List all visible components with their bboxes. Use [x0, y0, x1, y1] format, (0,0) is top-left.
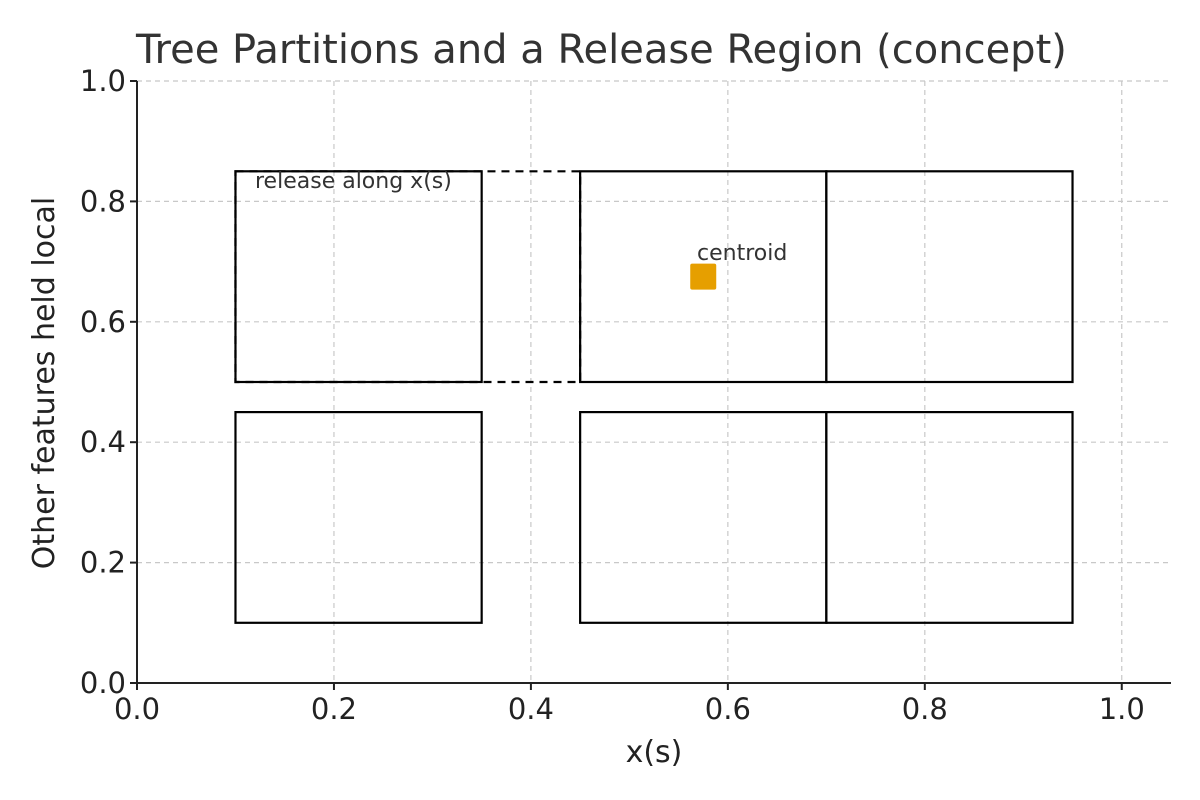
partition-rect — [825, 170, 1074, 384]
x-axis-label: x(s) — [626, 735, 683, 770]
y-axis-label: Other features held local — [27, 197, 62, 569]
release-region-rect — [234, 170, 582, 384]
y-tick-label: 0.4 — [80, 425, 126, 459]
shape-layer — [234, 170, 1074, 624]
y-tick-label: 0.0 — [80, 666, 126, 700]
axes-layer — [136, 81, 1171, 684]
partition-rect — [825, 411, 1074, 624]
y-tick-label: 0.8 — [80, 184, 126, 218]
centroid-label: centroid — [697, 241, 787, 266]
chart-title: Tree Partitions and a Release Region (co… — [135, 27, 1067, 73]
tick-layer: 0.0 0.2 0.4 0.6 0.8 1.0 0.0 0.2 0.4 0.6 0.8 1.0 — [80, 64, 1145, 726]
centroid-marker — [690, 263, 717, 290]
y-tick-label: 1.0 — [80, 64, 126, 98]
y-tick-label: 0.2 — [80, 546, 126, 580]
partition-rect — [234, 170, 483, 384]
partition-rect — [234, 411, 483, 624]
x-tick-label: 1.0 — [1099, 692, 1145, 726]
partition-rect — [579, 411, 828, 624]
x-tick-label: 0.0 — [114, 692, 160, 726]
y-tick-label: 0.6 — [80, 305, 126, 339]
x-tick-label: 0.8 — [902, 692, 948, 726]
x-tick-label: 0.2 — [311, 692, 357, 726]
release-region-label: release along x(s) — [255, 169, 452, 194]
x-tick-label: 0.4 — [508, 692, 554, 726]
x-tick-label: 0.6 — [705, 692, 751, 726]
